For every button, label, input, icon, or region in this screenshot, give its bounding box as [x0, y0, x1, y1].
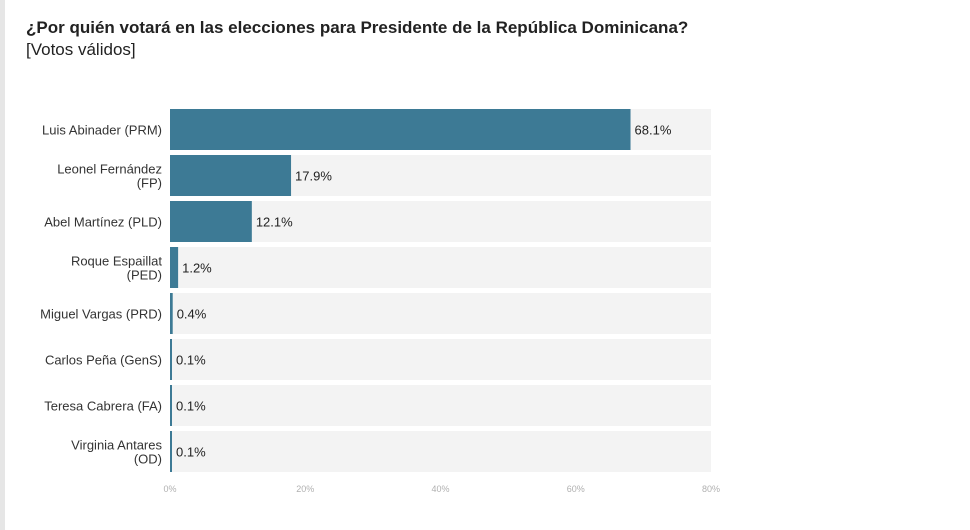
bar	[170, 293, 173, 334]
bar	[170, 339, 172, 380]
bar	[170, 431, 172, 472]
left-edge-strip	[0, 0, 5, 530]
x-tick-label: 40%	[431, 484, 449, 494]
chart-title: ¿Por quién votará en las elecciones para…	[26, 18, 689, 37]
bar-track	[170, 201, 711, 242]
value-label: 0.1%	[176, 353, 206, 368]
bar-track	[170, 247, 711, 288]
category-label: Teresa Cabrera (FA)	[44, 399, 162, 414]
category-label: Luis Abinader (PRM)	[42, 123, 162, 138]
value-label: 68.1%	[635, 123, 672, 138]
category-label: Miguel Vargas (PRD)	[40, 307, 162, 322]
value-label: 0.4%	[177, 307, 207, 322]
bar	[170, 385, 172, 426]
category-label: (FP)	[137, 176, 162, 191]
value-label: 0.1%	[176, 399, 206, 414]
value-label: 17.9%	[295, 169, 332, 184]
bar-track	[170, 293, 711, 334]
value-label: 0.1%	[176, 445, 206, 460]
category-label: (PED)	[127, 268, 162, 283]
category-label: Carlos Peña (GenS)	[45, 353, 162, 368]
bar-track	[170, 385, 711, 426]
value-label: 1.2%	[182, 261, 212, 276]
category-label: Leonel Fernández	[57, 162, 162, 177]
x-tick-label: 80%	[702, 484, 720, 494]
value-label: 12.1%	[256, 215, 293, 230]
x-tick-label: 60%	[567, 484, 585, 494]
bar-track	[170, 339, 711, 380]
bar	[170, 201, 252, 242]
chart-subtitle: [Votos válidos]	[26, 40, 136, 59]
bar-track	[170, 431, 711, 472]
bar	[170, 247, 179, 288]
category-label: (OD)	[134, 452, 162, 467]
category-label: Abel Martínez (PLD)	[44, 215, 162, 230]
bar	[170, 109, 631, 150]
x-tick-label: 20%	[296, 484, 314, 494]
x-tick-label: 0%	[163, 484, 176, 494]
bar	[170, 155, 292, 196]
category-label: Virginia Antares	[71, 438, 162, 453]
category-label: Roque Espaillat	[71, 254, 162, 269]
